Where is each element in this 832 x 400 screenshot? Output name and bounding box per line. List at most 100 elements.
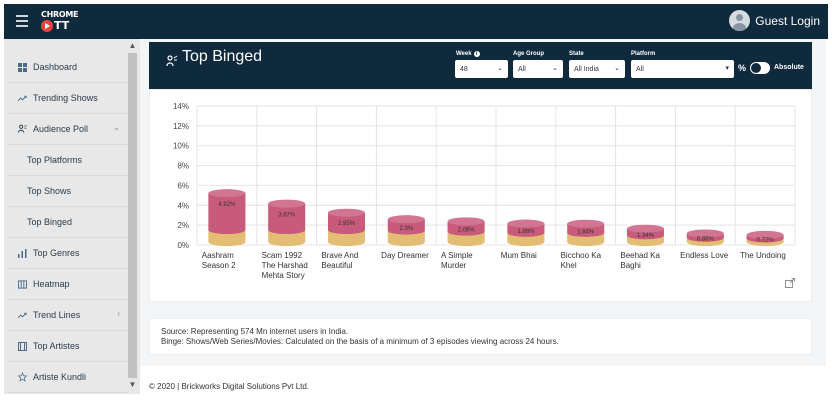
sidebar-item-label: Top Binged [27, 217, 73, 227]
top-navbar: CHROME TT Guest Login [4, 4, 828, 39]
x-tick-label: Brave And [321, 251, 358, 260]
source-line: Source: Representing 574 Mn internet use… [161, 327, 349, 336]
state-select[interactable]: All India ⌄ [569, 60, 625, 78]
user-name: Guest Login [755, 13, 820, 28]
sidebar-item-label: Audience Poll [33, 124, 89, 134]
sidebar-item-label: Trend Lines [33, 310, 81, 320]
chevron-down-icon: ⌄ [552, 65, 558, 72]
scroll-up-icon[interactable]: ▲ [128, 41, 137, 50]
export-icon[interactable] [785, 278, 795, 288]
age-group-label: Age Group [513, 51, 544, 57]
data-label: 2.08% [458, 228, 476, 234]
bar-top [327, 212, 366, 234]
info-icon[interactable]: i [473, 51, 480, 57]
data-label: 0.86% [697, 237, 715, 243]
sidebar-item-trend-lines[interactable]: Trend Lines ‹ [8, 300, 128, 331]
sidebar-item-top-shows[interactable]: Top Shows [8, 176, 128, 207]
week-label: Week i [456, 51, 480, 57]
sidebar: Dashboard Trending Shows Audience Poll ⌄ Top… [4, 39, 140, 394]
bar-cap [447, 217, 485, 226]
data-label: 1.34% [637, 233, 655, 239]
data-label: 0.72% [757, 238, 775, 244]
sidebar-item-label: Trending Shows [33, 93, 98, 103]
x-tick-label: Khel [561, 261, 577, 270]
x-tick-label: Murder [441, 261, 467, 270]
bar-cap [626, 224, 665, 233]
chevron-down-icon: ⌄ [614, 65, 620, 72]
footer: © 2020 | Brickworks Digital Solutions Pv… [149, 382, 310, 391]
sidebar-item-trending-shows[interactable]: Trending Shows [8, 83, 128, 114]
percent-label: % [738, 63, 747, 73]
sidebar-item-top-genres[interactable]: Top Genres [8, 238, 128, 269]
sidebar-item-label: Artiste Kundli [33, 372, 87, 382]
x-tick-label: A Simple [441, 251, 473, 260]
bar-top [447, 221, 485, 236]
x-tick-label: The Undoing [740, 251, 786, 260]
bar: 0.86% [686, 229, 724, 246]
bar-cap [746, 230, 784, 239]
x-tick-label: Beehad Ka [620, 251, 660, 260]
bar: 1.84% [567, 219, 605, 246]
play-icon [41, 20, 53, 32]
bar: 1.86% [507, 219, 545, 246]
bar: 2.08% [447, 217, 485, 246]
data-label: 3.87% [278, 213, 296, 219]
sidebar-item-artiste-kundli[interactable]: Artiste Kundli [8, 362, 128, 393]
x-tick-label: Baghi [620, 261, 641, 270]
data-label: 2.95% [338, 221, 356, 227]
bar-cap [387, 215, 425, 224]
toggle-knob [751, 63, 761, 73]
bar: 1.34% [626, 224, 665, 246]
sidebar-item-label: Dashboard [33, 62, 78, 72]
logo-top-text: CHROME [41, 10, 79, 19]
scroll-thumb[interactable] [128, 53, 137, 378]
user-menu[interactable]: Guest Login [729, 10, 820, 31]
y-tick-label: 0% [177, 241, 189, 250]
x-tick-label: Endless Love [680, 251, 729, 260]
bar: 4.92% [208, 189, 246, 246]
logo-bottom-text: TT [54, 19, 70, 32]
page-title: Top Binged [182, 48, 263, 65]
bar-top [268, 203, 306, 234]
platform-select[interactable]: All ▾ [631, 60, 734, 78]
star-icon [18, 372, 27, 382]
bars-icon [18, 248, 27, 258]
sidebar-item-label: Heatmap [33, 279, 70, 289]
sidebar-item-dashboard[interactable]: Dashboard [8, 52, 128, 83]
bar-base [268, 230, 306, 246]
page-header: Top Binged Week i 48 ⌄ Age Group All ⌄ Stat… [149, 42, 812, 89]
bar: 2.3% [387, 215, 425, 246]
bar: 2.95% [327, 208, 366, 246]
sidebar-item-top-binged[interactable]: Top Binged [8, 207, 128, 238]
sidebar-item-top-platforms[interactable]: Top Platforms [8, 145, 128, 176]
source-note: Source: Representing 574 Mn internet use… [149, 318, 812, 355]
age-group-select[interactable]: All ⌄ [513, 60, 563, 78]
x-tick-label: Bicchoo Ka [561, 251, 602, 260]
sidebar-item-label: Top Platforms [27, 155, 83, 165]
hamburger-menu-icon[interactable] [16, 15, 28, 27]
x-tick-label: Mum Bhai [501, 251, 537, 260]
chevron-down-icon: ⌄ [113, 123, 120, 132]
data-label: 1.84% [577, 229, 595, 235]
chart-card: 0% 2% 4% 6% 8% 10% 12% 14% 4.92% Aashram Season 2 3… [149, 89, 812, 302]
bar-base [447, 231, 485, 246]
state-label: State [569, 51, 584, 57]
sidebar-list: Dashboard Trending Shows Audience Poll ⌄ Top… [8, 52, 128, 393]
app-logo[interactable]: CHROME TT [41, 10, 81, 34]
x-tick-label: Aashram [202, 251, 234, 260]
bar-top [208, 193, 246, 234]
x-tick-label: Day Dreamer [381, 251, 429, 260]
sidebar-item-top-artistes[interactable]: Top Artistes [8, 331, 128, 362]
absolute-label: Absolute [774, 64, 804, 71]
caret-down-icon: ▾ [725, 65, 729, 72]
y-tick-label: 4% [177, 201, 189, 210]
y-tick-label: 8% [177, 162, 189, 171]
data-label: 2.3% [399, 226, 413, 232]
sidebar-item-audience-poll[interactable]: Audience Poll ⌄ [8, 114, 128, 145]
sidebar-scrollbar[interactable]: ▲ ▼ [128, 41, 137, 392]
scroll-down-icon[interactable]: ▼ [128, 380, 137, 389]
bar-base [208, 230, 246, 246]
week-select[interactable]: 48 ⌄ [455, 60, 508, 78]
sidebar-item-heatmap[interactable]: Heatmap [8, 269, 128, 300]
percent-absolute-toggle[interactable] [750, 62, 770, 74]
